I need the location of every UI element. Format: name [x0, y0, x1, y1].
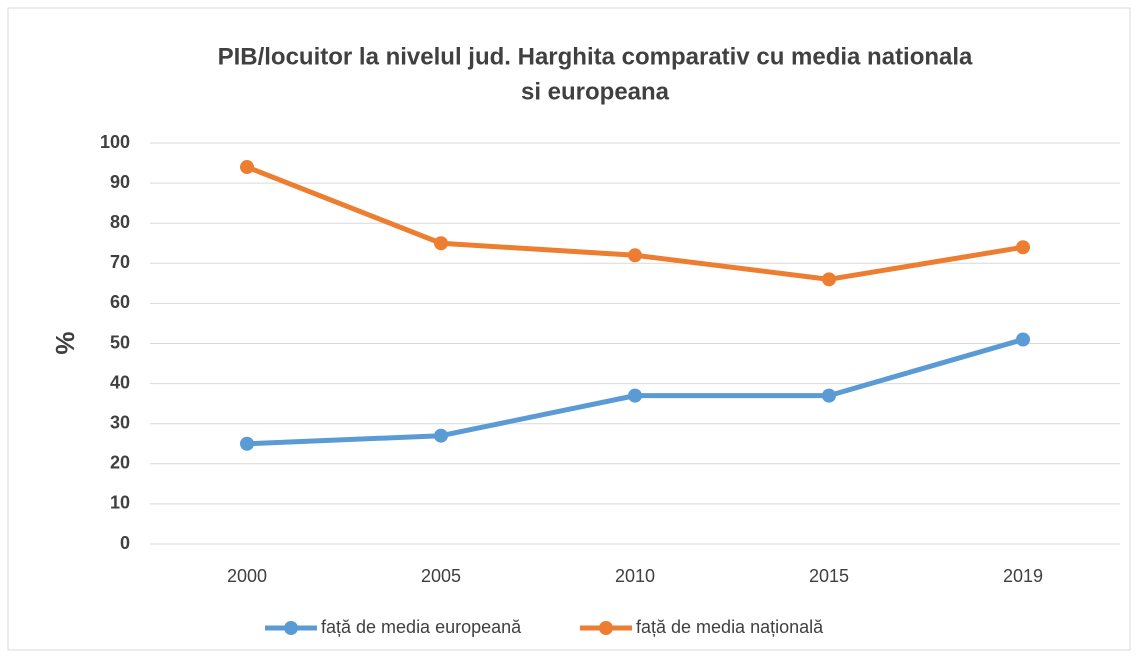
point — [240, 436, 254, 451]
chart-border — [7, 7, 1131, 651]
y-tick-label: 90 — [110, 172, 130, 192]
y-tick-label: 70 — [110, 252, 130, 272]
y-tick-label: 20 — [110, 453, 130, 473]
y-tick-label: 0 — [120, 533, 130, 553]
y-axis-label: % — [50, 331, 80, 354]
x-tick-label: 2005 — [421, 566, 461, 586]
y-tick-label: 50 — [110, 332, 130, 352]
y-tick-label: 10 — [110, 493, 130, 513]
y-tick-label: 80 — [110, 212, 130, 232]
y-tick-label: 100 — [100, 132, 130, 152]
x-tick-label: 2010 — [615, 566, 655, 586]
point — [434, 428, 448, 443]
legend-label: față de media europeană — [321, 617, 522, 637]
point — [240, 160, 254, 175]
point — [1016, 332, 1030, 347]
x-tick-label: 2019 — [1003, 566, 1043, 586]
point — [434, 236, 448, 251]
chart-title: si europeana — [521, 78, 670, 105]
point — [822, 388, 836, 403]
legend-label: față de media națională — [636, 617, 824, 637]
legend-marker — [599, 621, 613, 635]
legend-marker — [284, 621, 298, 635]
y-tick-label: 60 — [110, 292, 130, 312]
y-tick-label: 30 — [110, 412, 130, 432]
chart-title: PIB/locuitor la nivelul jud. Harghita co… — [218, 43, 973, 70]
y-tick-label: 40 — [110, 372, 130, 392]
point — [1016, 240, 1030, 255]
x-tick-label: 2015 — [809, 566, 849, 586]
point — [628, 248, 642, 263]
point — [822, 272, 836, 287]
x-tick-label: 2000 — [227, 566, 267, 586]
point — [628, 388, 642, 403]
